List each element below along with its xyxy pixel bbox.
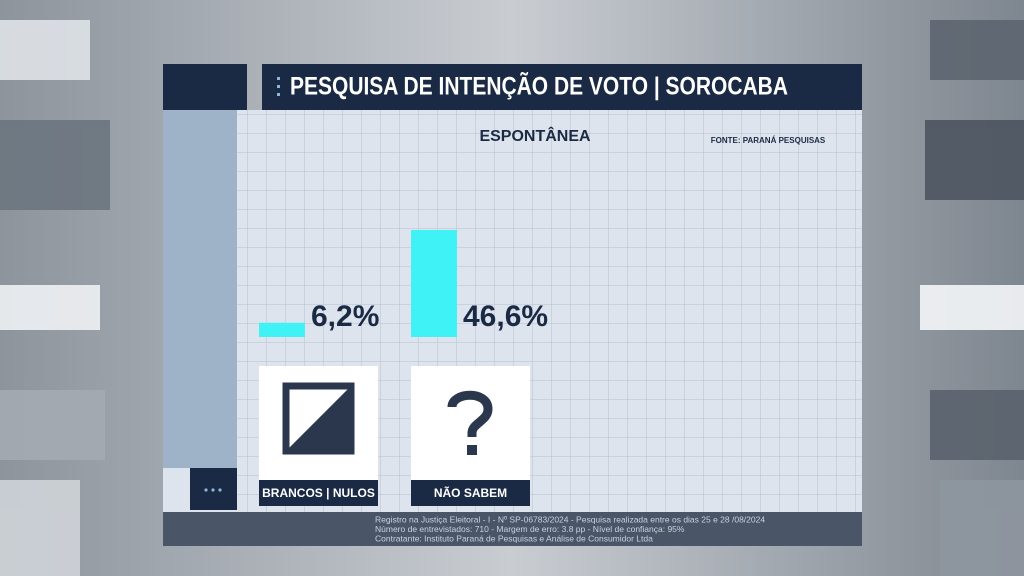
category-bar — [259, 480, 378, 506]
category-label: NÃO SABEM — [434, 485, 507, 500]
bar — [411, 230, 457, 337]
category-label: BRANCOS | NULOS — [262, 486, 375, 500]
title-bar — [262, 64, 862, 110]
category-bar — [411, 480, 530, 506]
icon-blank — [259, 366, 378, 480]
header-block — [163, 64, 247, 110]
footer-bar — [163, 512, 862, 546]
menu-dots — [204, 488, 222, 492]
footnote: Registro na Justiça Eleitoral - I - Nº S… — [375, 514, 765, 524]
title-dots — [277, 77, 280, 96]
value-label: 46,6% — [463, 300, 548, 333]
value-label: 6,2% — [311, 300, 379, 333]
icon-question — [411, 366, 530, 480]
background-blocks — [0, 20, 1024, 576]
footnote: Número de entrevistados: 710 - Margem de… — [375, 524, 685, 534]
footnote: Contratante: Instituto Paraná de Pesquis… — [375, 533, 653, 543]
chart-subtitle: ESPONTÂNEA — [479, 126, 591, 145]
chart-title: PESQUISA DE INTENÇÃO DE VOTO | SOROCABA — [290, 71, 788, 101]
bar — [259, 322, 305, 337]
side-column — [163, 110, 237, 468]
source: FONTE: PARANÁ PESQUISAS — [711, 136, 826, 145]
